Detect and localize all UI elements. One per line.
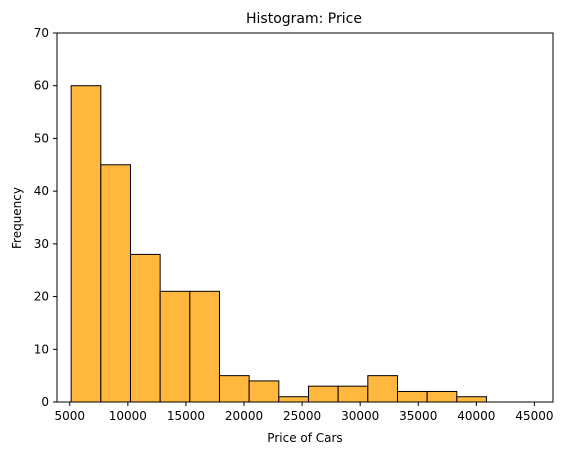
y-tick-label: 20 — [34, 290, 49, 304]
x-tick-label: 25000 — [283, 409, 321, 423]
bars-group — [70, 85, 487, 403]
histogram-bar — [70, 85, 102, 403]
histogram-bar — [129, 253, 161, 403]
chart-title: Histogram: Price — [246, 11, 362, 27]
histogram-bar — [278, 396, 309, 403]
x-tick-label: 5000 — [55, 409, 86, 423]
y-tick-label: 10 — [34, 342, 49, 356]
y-tick-label: 60 — [34, 79, 49, 93]
y-tick-label: 50 — [34, 131, 49, 145]
histogram-bar — [456, 396, 487, 403]
y-tick-label: 70 — [34, 26, 49, 40]
histogram-bar — [100, 164, 131, 403]
x-tick-label: 35000 — [399, 409, 437, 423]
x-axis-ticks: 5000 10000 15000 20000 25000 30000 35000 40000 4… — [55, 402, 554, 423]
x-tick-label: 40000 — [457, 409, 495, 423]
histogram-bar — [367, 375, 398, 403]
x-tick-label: 30000 — [341, 409, 379, 423]
histogram-bar — [307, 385, 339, 403]
histogram-bar — [396, 390, 428, 403]
x-tick-label: 15000 — [167, 409, 205, 423]
histogram-bar — [248, 380, 280, 403]
y-axis-ticks: 0 10 20 30 40 50 60 70 — [34, 26, 57, 409]
histogram-bar — [337, 385, 369, 403]
x-tick-label: 10000 — [109, 409, 147, 423]
histogram-bar — [159, 290, 191, 403]
histogram-bar — [218, 375, 250, 403]
y-axis-label: Frequency — [10, 187, 24, 249]
y-tick-label: 0 — [41, 395, 49, 409]
y-tick-label: 30 — [34, 237, 49, 251]
y-tick-label: 40 — [34, 184, 49, 198]
x-axis-label: Price of Cars — [267, 431, 342, 445]
plot-frame — [56, 32, 554, 403]
x-tick-label: 45000 — [515, 409, 553, 423]
histogram-bar — [189, 290, 220, 403]
x-tick-label: 20000 — [225, 409, 263, 423]
histogram-bar — [426, 390, 458, 403]
